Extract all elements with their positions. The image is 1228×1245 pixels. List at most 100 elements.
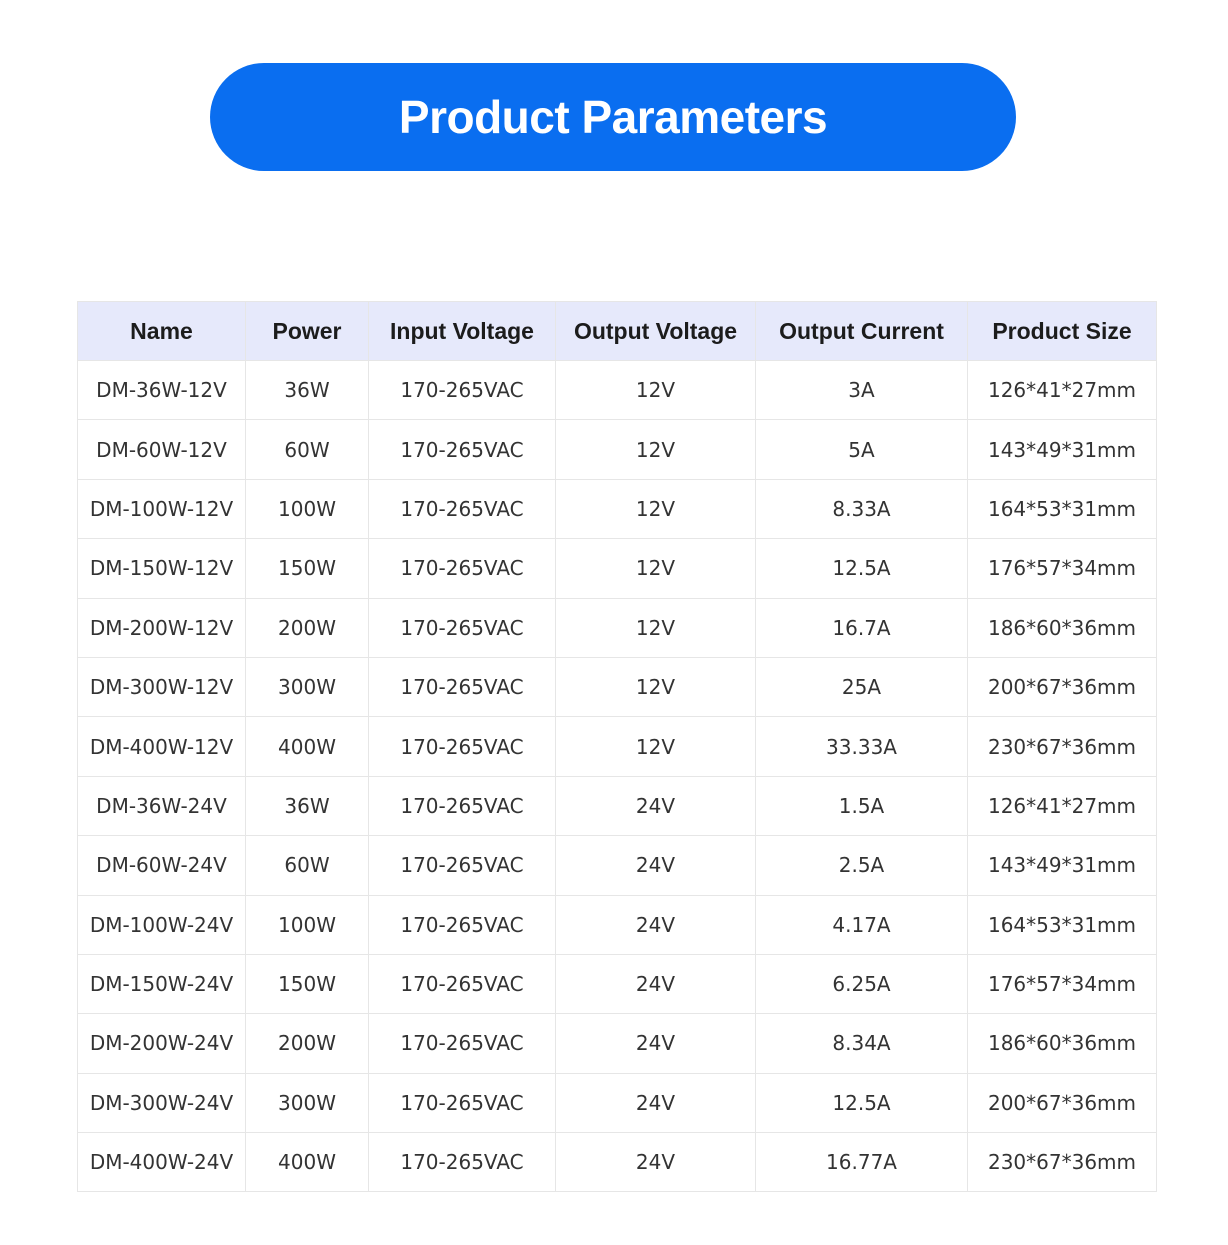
cell-name: DM-300W-24V bbox=[77, 1072, 246, 1134]
cell-power: 400W bbox=[245, 716, 369, 777]
cell-name: DM-150W-12V bbox=[77, 538, 246, 599]
table-row: DM-100W-24V 100W 170-265VAC 24V 4.17A 164*53*… bbox=[77, 894, 1157, 955]
cell-output-voltage: 24V bbox=[555, 1132, 756, 1193]
cell-product-size: 200*67*36mm bbox=[967, 656, 1157, 718]
table-row: DM-300W-12V 300W 170-265VAC 12V 25A 200*67*36… bbox=[77, 656, 1157, 718]
cell-input-voltage: 170-265VAC bbox=[368, 1132, 556, 1193]
cell-product-size: 126*41*27mm bbox=[967, 775, 1157, 837]
cell-output-voltage: 24V bbox=[555, 775, 756, 837]
cell-power: 36W bbox=[245, 359, 369, 421]
cell-output-current: 4.17A bbox=[755, 894, 968, 955]
cell-product-size: 143*49*31mm bbox=[967, 835, 1157, 896]
table-header-row: Name Power Input Voltage Output Voltage Outp… bbox=[77, 301, 1157, 361]
table-row: DM-150W-12V 150W 170-265VAC 12V 12.5A 176*57*… bbox=[77, 538, 1157, 599]
cell-output-voltage: 24V bbox=[555, 835, 756, 896]
cell-input-voltage: 170-265VAC bbox=[368, 478, 556, 540]
cell-product-size: 164*53*31mm bbox=[967, 894, 1157, 955]
cell-input-voltage: 170-265VAC bbox=[368, 775, 556, 837]
cell-input-voltage: 170-265VAC bbox=[368, 538, 556, 599]
header-output-voltage: Output Voltage bbox=[555, 301, 756, 361]
header-power: Power bbox=[245, 301, 369, 361]
cell-output-voltage: 12V bbox=[555, 478, 756, 540]
cell-product-size: 200*67*36mm bbox=[967, 1072, 1157, 1134]
cell-name: DM-300W-12V bbox=[77, 656, 246, 718]
table-row: DM-400W-24V 400W 170-265VAC 24V 16.77A 230*67… bbox=[77, 1132, 1157, 1193]
header-input-voltage: Input Voltage bbox=[368, 301, 556, 361]
table-row: DM-36W-24V 36W 170-265VAC 24V 1.5A 126*41*27m… bbox=[77, 775, 1157, 837]
cell-output-current: 16.77A bbox=[755, 1132, 968, 1193]
cell-input-voltage: 170-265VAC bbox=[368, 597, 556, 658]
cell-power: 100W bbox=[245, 478, 369, 540]
cell-output-voltage: 12V bbox=[555, 359, 756, 421]
cell-output-current: 33.33A bbox=[755, 716, 968, 777]
cell-output-current: 12.5A bbox=[755, 538, 968, 599]
table-row: DM-300W-24V 300W 170-265VAC 24V 12.5A 200*67*… bbox=[77, 1072, 1157, 1134]
table-row: DM-400W-12V 400W 170-265VAC 12V 33.33A 230*67… bbox=[77, 716, 1157, 777]
cell-power: 150W bbox=[245, 538, 369, 599]
cell-power: 300W bbox=[245, 656, 369, 718]
cell-output-voltage: 12V bbox=[555, 419, 756, 480]
cell-input-voltage: 170-265VAC bbox=[368, 359, 556, 421]
header-output-current: Output Current bbox=[755, 301, 968, 361]
cell-input-voltage: 170-265VAC bbox=[368, 1072, 556, 1134]
cell-input-voltage: 170-265VAC bbox=[368, 1013, 556, 1074]
cell-name: DM-100W-12V bbox=[77, 478, 246, 540]
cell-power: 400W bbox=[245, 1132, 369, 1193]
cell-product-size: 164*53*31mm bbox=[967, 478, 1157, 540]
cell-output-current: 8.34A bbox=[755, 1013, 968, 1074]
cell-output-voltage: 12V bbox=[555, 597, 756, 658]
table-row: DM-60W-24V 60W 170-265VAC 24V 2.5A 143*49*31m… bbox=[77, 835, 1157, 896]
cell-power: 60W bbox=[245, 835, 369, 896]
cell-output-voltage: 24V bbox=[555, 1013, 756, 1074]
cell-power: 150W bbox=[245, 953, 369, 1015]
cell-input-voltage: 170-265VAC bbox=[368, 894, 556, 955]
cell-power: 60W bbox=[245, 419, 369, 480]
cell-output-current: 1.5A bbox=[755, 775, 968, 837]
cell-name: DM-60W-12V bbox=[77, 419, 246, 480]
cell-name: DM-36W-24V bbox=[77, 775, 246, 837]
cell-output-current: 3A bbox=[755, 359, 968, 421]
cell-output-current: 12.5A bbox=[755, 1072, 968, 1134]
cell-output-voltage: 24V bbox=[555, 953, 756, 1015]
cell-input-voltage: 170-265VAC bbox=[368, 419, 556, 480]
cell-input-voltage: 170-265VAC bbox=[368, 835, 556, 896]
table-row: DM-150W-24V 150W 170-265VAC 24V 6.25A 176*57*… bbox=[77, 953, 1157, 1015]
cell-output-current: 6.25A bbox=[755, 953, 968, 1015]
title-banner: Product Parameters bbox=[210, 63, 1016, 171]
cell-name: DM-200W-24V bbox=[77, 1013, 246, 1074]
cell-product-size: 230*67*36mm bbox=[967, 716, 1157, 777]
table-row: DM-100W-12V 100W 170-265VAC 12V 8.33A 164*53*… bbox=[77, 478, 1157, 540]
cell-product-size: 186*60*36mm bbox=[967, 1013, 1157, 1074]
cell-name: DM-400W-12V bbox=[77, 716, 246, 777]
cell-product-size: 186*60*36mm bbox=[967, 597, 1157, 658]
cell-product-size: 176*57*34mm bbox=[967, 538, 1157, 599]
cell-output-voltage: 24V bbox=[555, 894, 756, 955]
cell-output-current: 2.5A bbox=[755, 835, 968, 896]
cell-output-current: 25A bbox=[755, 656, 968, 718]
cell-name: DM-100W-24V bbox=[77, 894, 246, 955]
cell-input-voltage: 170-265VAC bbox=[368, 656, 556, 718]
table-row: DM-60W-12V 60W 170-265VAC 12V 5A 143*49*31mm bbox=[77, 419, 1157, 480]
cell-power: 200W bbox=[245, 1013, 369, 1074]
cell-output-voltage: 12V bbox=[555, 538, 756, 599]
cell-product-size: 143*49*31mm bbox=[967, 419, 1157, 480]
cell-output-voltage: 24V bbox=[555, 1072, 756, 1134]
cell-output-current: 5A bbox=[755, 419, 968, 480]
table-row: DM-200W-12V 200W 170-265VAC 12V 16.7A 186*60*… bbox=[77, 597, 1157, 658]
table-row: DM-200W-24V 200W 170-265VAC 24V 8.34A 186*60*… bbox=[77, 1013, 1157, 1074]
cell-product-size: 126*41*27mm bbox=[967, 359, 1157, 421]
table-body: DM-36W-12V 36W 170-265VAC 12V 3A 126*41*27mm D… bbox=[77, 359, 1157, 1193]
cell-name: DM-200W-12V bbox=[77, 597, 246, 658]
cell-output-voltage: 12V bbox=[555, 656, 756, 718]
cell-input-voltage: 170-265VAC bbox=[368, 716, 556, 777]
parameters-table: Name Power Input Voltage Output Voltage Outp… bbox=[77, 301, 1157, 1193]
cell-power: 200W bbox=[245, 597, 369, 658]
cell-power: 36W bbox=[245, 775, 369, 837]
cell-name: DM-400W-24V bbox=[77, 1132, 246, 1193]
cell-power: 300W bbox=[245, 1072, 369, 1134]
cell-product-size: 176*57*34mm bbox=[967, 953, 1157, 1015]
cell-input-voltage: 170-265VAC bbox=[368, 953, 556, 1015]
cell-name: DM-150W-24V bbox=[77, 953, 246, 1015]
header-product-size: Product Size bbox=[967, 301, 1157, 361]
page-title: Product Parameters bbox=[398, 91, 828, 143]
